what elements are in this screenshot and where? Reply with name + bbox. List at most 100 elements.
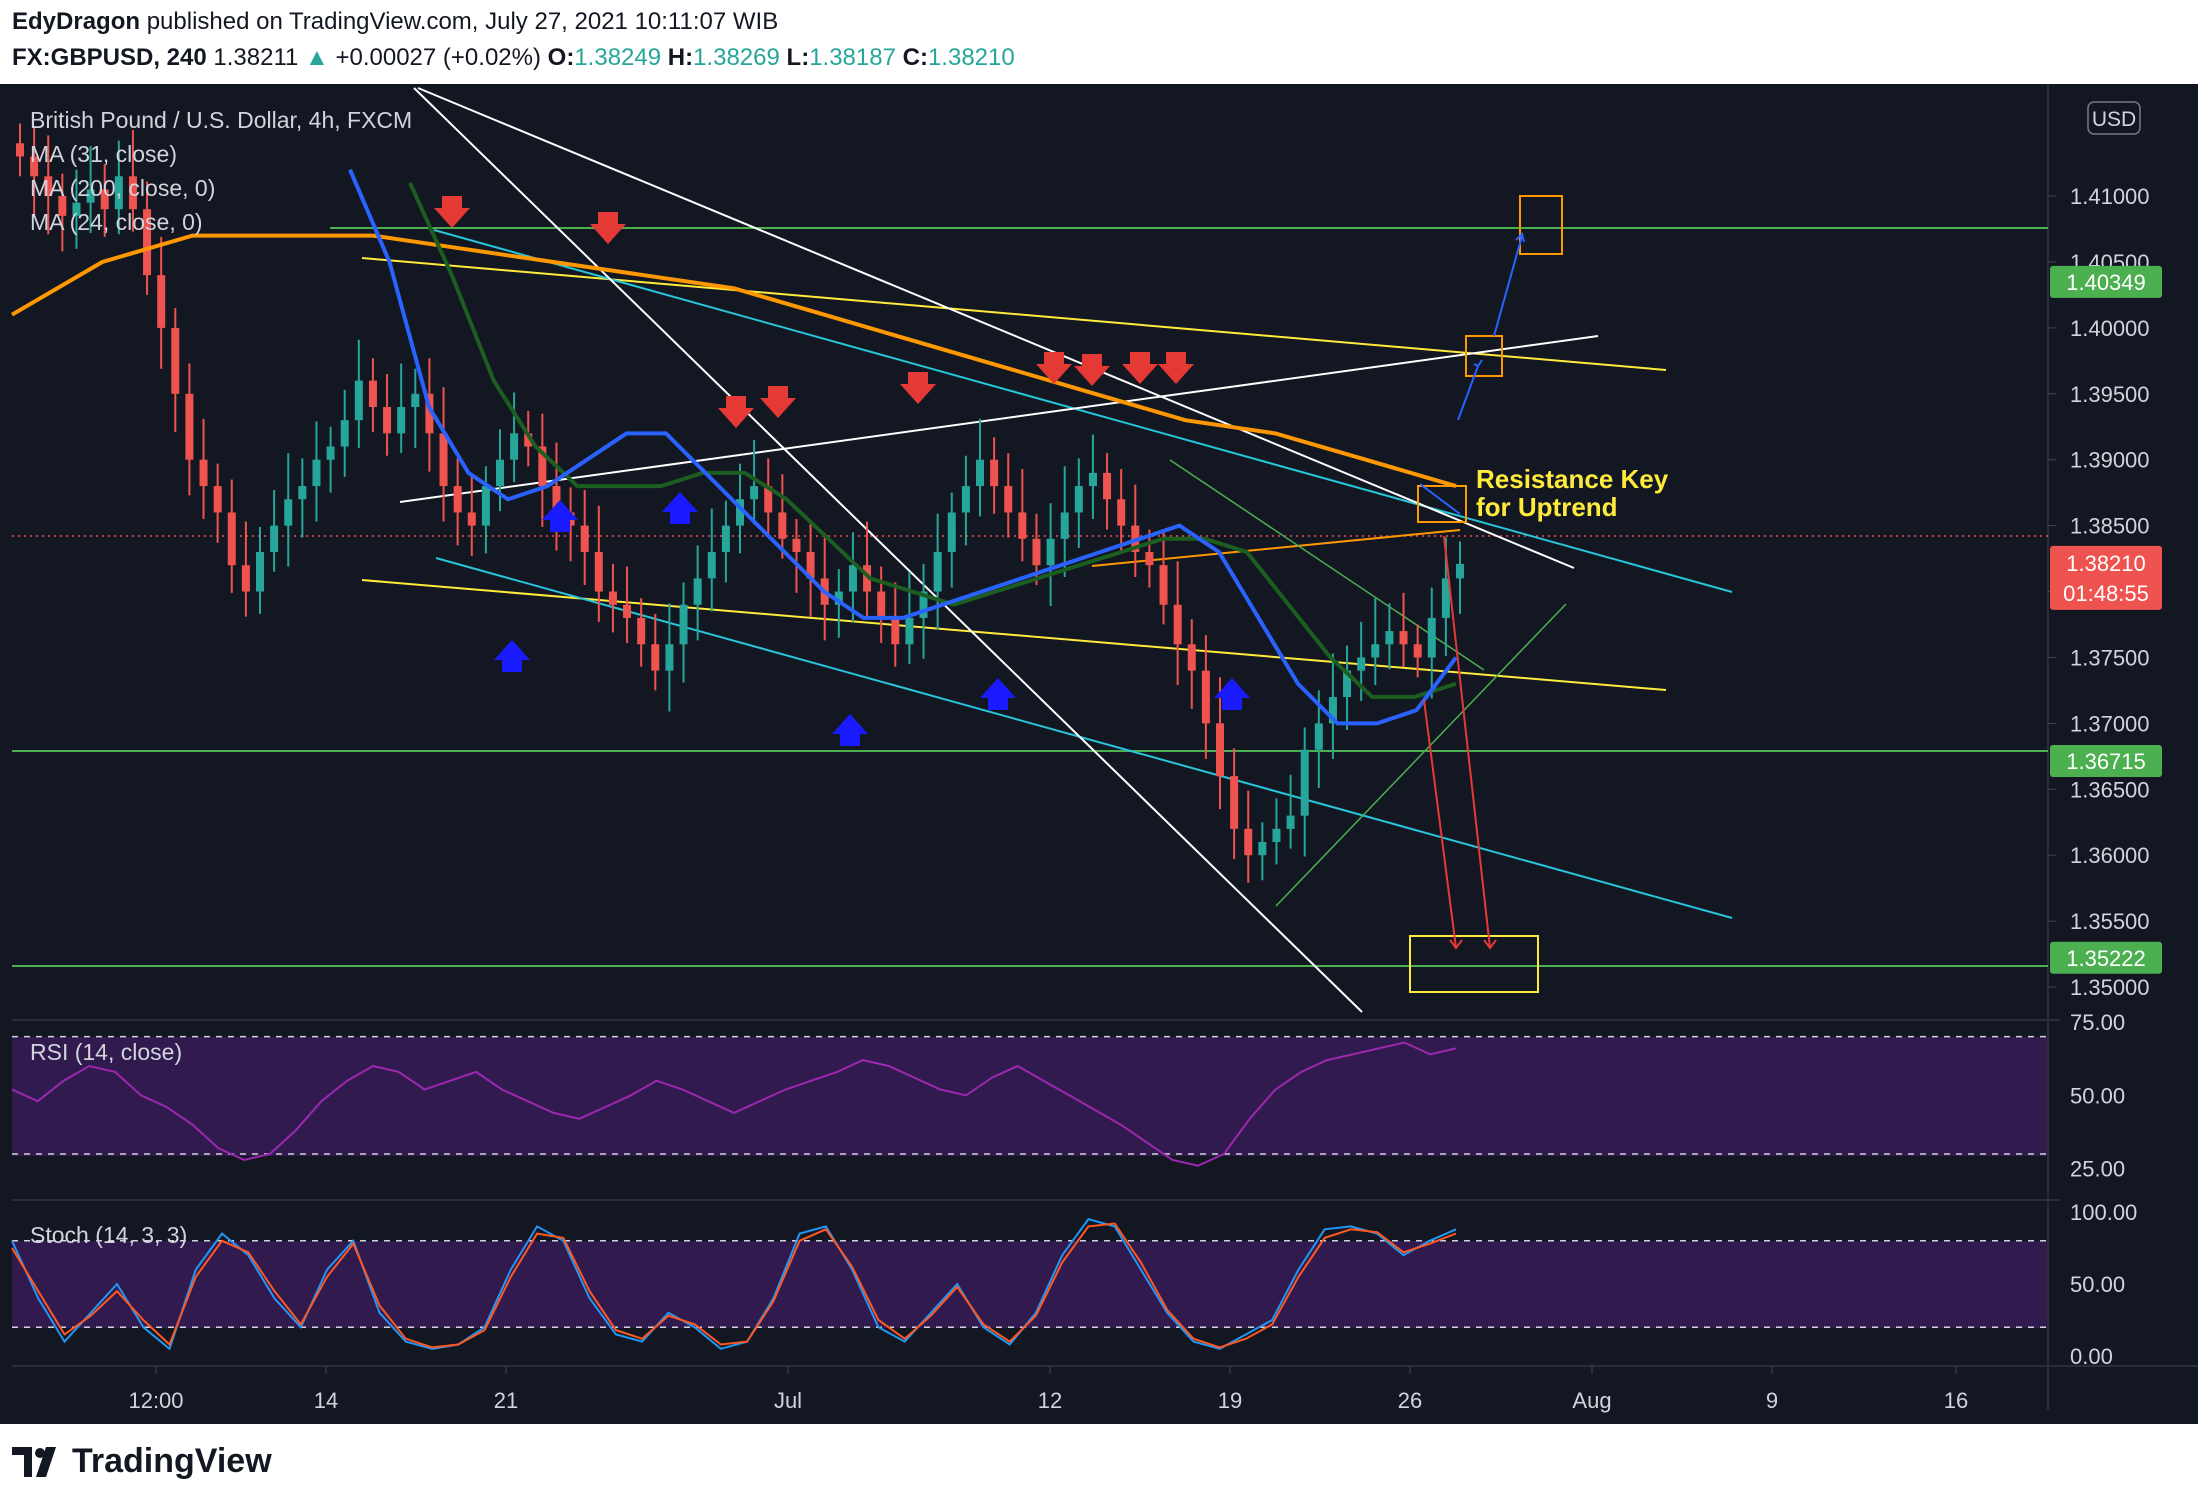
tradingview-icon [12,1446,56,1477]
arrowhead-icon [1515,232,1525,243]
candle-body [270,525,279,552]
level-price-label[interactable] [2050,744,2162,777]
buy-arrow-icon[interactable] [1214,678,1250,710]
candle-body [157,275,166,328]
ma31-line[interactable] [348,168,1458,726]
candle-body [1328,697,1337,724]
annotation-line-2[interactable]: for Uptrend [1476,492,1618,522]
level-price-label[interactable] [2050,941,2162,974]
candle-body [510,433,519,460]
stoch-d-line[interactable] [11,1222,1457,1349]
brand-name: TradingView [72,1442,272,1480]
price-tick-label: 1.35500 [2070,909,2150,934]
ma24-line[interactable] [408,182,1457,699]
chart-area[interactable]: Resistance Key for Uptrend British Pound… [0,84,2198,1424]
sell-arrow-icon[interactable] [1158,352,1194,384]
low-label: L: [786,44,810,71]
candle-body [1427,617,1436,658]
price-axis[interactable]: 1.35000 1.35500 1.36000 1.36500 1.37000 1.375… [2048,184,2150,1369]
candle-body [665,644,674,671]
rsi-band [12,1037,2048,1156]
yellow-trendline-upper[interactable] [361,257,1667,371]
time-tick-label: Aug [1572,1388,1611,1413]
symbol-name[interactable]: FX:GBPUSD, 240 [12,44,207,71]
candle-body [1074,486,1083,513]
candle-body [1117,499,1126,526]
candle-body [863,565,872,592]
candle-body [1201,670,1210,724]
signal-arrows [434,196,1250,746]
target-box-mid[interactable] [1465,335,1503,377]
current-price-text: 1.38210 [2066,551,2146,576]
candle-body [976,459,984,487]
candle-body [1441,578,1450,618]
time-tick-label: 12:00 [128,1388,183,1413]
arrowhead-icon [1473,359,1483,368]
rsi-line[interactable] [11,1041,1457,1167]
level-price-label[interactable] [2050,265,2162,298]
time-tick-label: 26 [1398,1388,1422,1413]
sell-arrow-icon[interactable] [1036,352,1072,384]
sell-arrow-icon[interactable] [590,212,626,244]
white-trendline-falling[interactable] [417,87,1575,569]
candle-body [947,512,956,552]
candle-body [439,433,448,487]
green-triangle-lower[interactable] [1275,603,1567,907]
cyan-channel-lower[interactable] [435,557,1733,919]
chart-svg[interactable]: Resistance Key for Uptrend British Pound… [0,84,2198,1424]
candle-body [1018,512,1027,539]
candle-body [100,189,109,210]
candle-body [1230,776,1239,829]
candle-body [298,486,307,500]
ma200-line[interactable] [10,233,1457,489]
buy-arrow-icon[interactable] [980,678,1016,710]
currency-label: USD [2092,108,2136,131]
buy-arrow-icon[interactable] [832,714,868,746]
time-axis[interactable]: 12:00 14 21 Jul 12 19 26 Aug 9 16 [128,1366,1968,1413]
candle-body [354,380,363,421]
legend-ma31[interactable]: MA (31, close) [30,141,177,167]
candle-body [1286,815,1295,829]
white-trendline-steep[interactable] [413,87,1363,1013]
sell-arrow-icon[interactable] [760,386,796,418]
projection-arrow-up-1 [1457,365,1479,421]
legend-stoch[interactable]: Stoch (14, 3, 3) [30,1222,187,1248]
candle-body [467,512,476,526]
buy-arrow-icon[interactable] [662,492,698,524]
currency-badge[interactable] [2087,101,2141,135]
legend-ma24[interactable]: MA (24, close, 0) [30,209,203,235]
candle-body [736,499,744,526]
sell-arrow-icon[interactable] [900,372,936,404]
level-price-text: 1.36715 [2066,749,2146,774]
candle-body [919,591,928,618]
breakout-box[interactable] [1417,485,1467,523]
sell-arrow-icon[interactable] [718,396,754,428]
annotation-line-1[interactable]: Resistance Key [1476,464,1669,494]
high-value: 1.38269 [693,44,780,71]
sell-arrow-icon[interactable] [1122,352,1158,384]
legend-ma200[interactable]: MA (200, close, 0) [30,175,215,201]
candle-body [411,393,420,407]
cyan-channel-upper[interactable] [433,229,1733,593]
author-name[interactable]: EdyDragon [12,8,141,35]
publish-info: EdyDragon published on TradingView.com, … [12,8,778,36]
target-box-lower[interactable] [1409,935,1539,993]
high-label: H: [667,44,694,71]
price-tick-label: 1.39000 [2070,448,2150,473]
time-tick-label: 21 [494,1388,518,1413]
candle-body [1272,828,1281,843]
sell-arrow-icon[interactable] [1074,354,1110,386]
white-trendline-rising[interactable] [399,335,1599,503]
stoch-k-line[interactable] [11,1218,1457,1351]
target-box-upper[interactable] [1519,195,1563,255]
candle-body [834,591,843,605]
arrowhead-icon [1483,939,1497,950]
current-price-label[interactable] [2050,545,2162,610]
stoch-tick-label: 0.00 [2070,1344,2113,1369]
legend-rsi[interactable]: RSI (14, close) [30,1039,182,1065]
buy-arrow-icon[interactable] [494,640,530,672]
sell-arrow-icon[interactable] [434,196,470,228]
candle-body [538,446,547,487]
tradingview-logo[interactable]: TradingView [12,1442,272,1481]
buy-arrow-icon[interactable] [542,500,578,532]
